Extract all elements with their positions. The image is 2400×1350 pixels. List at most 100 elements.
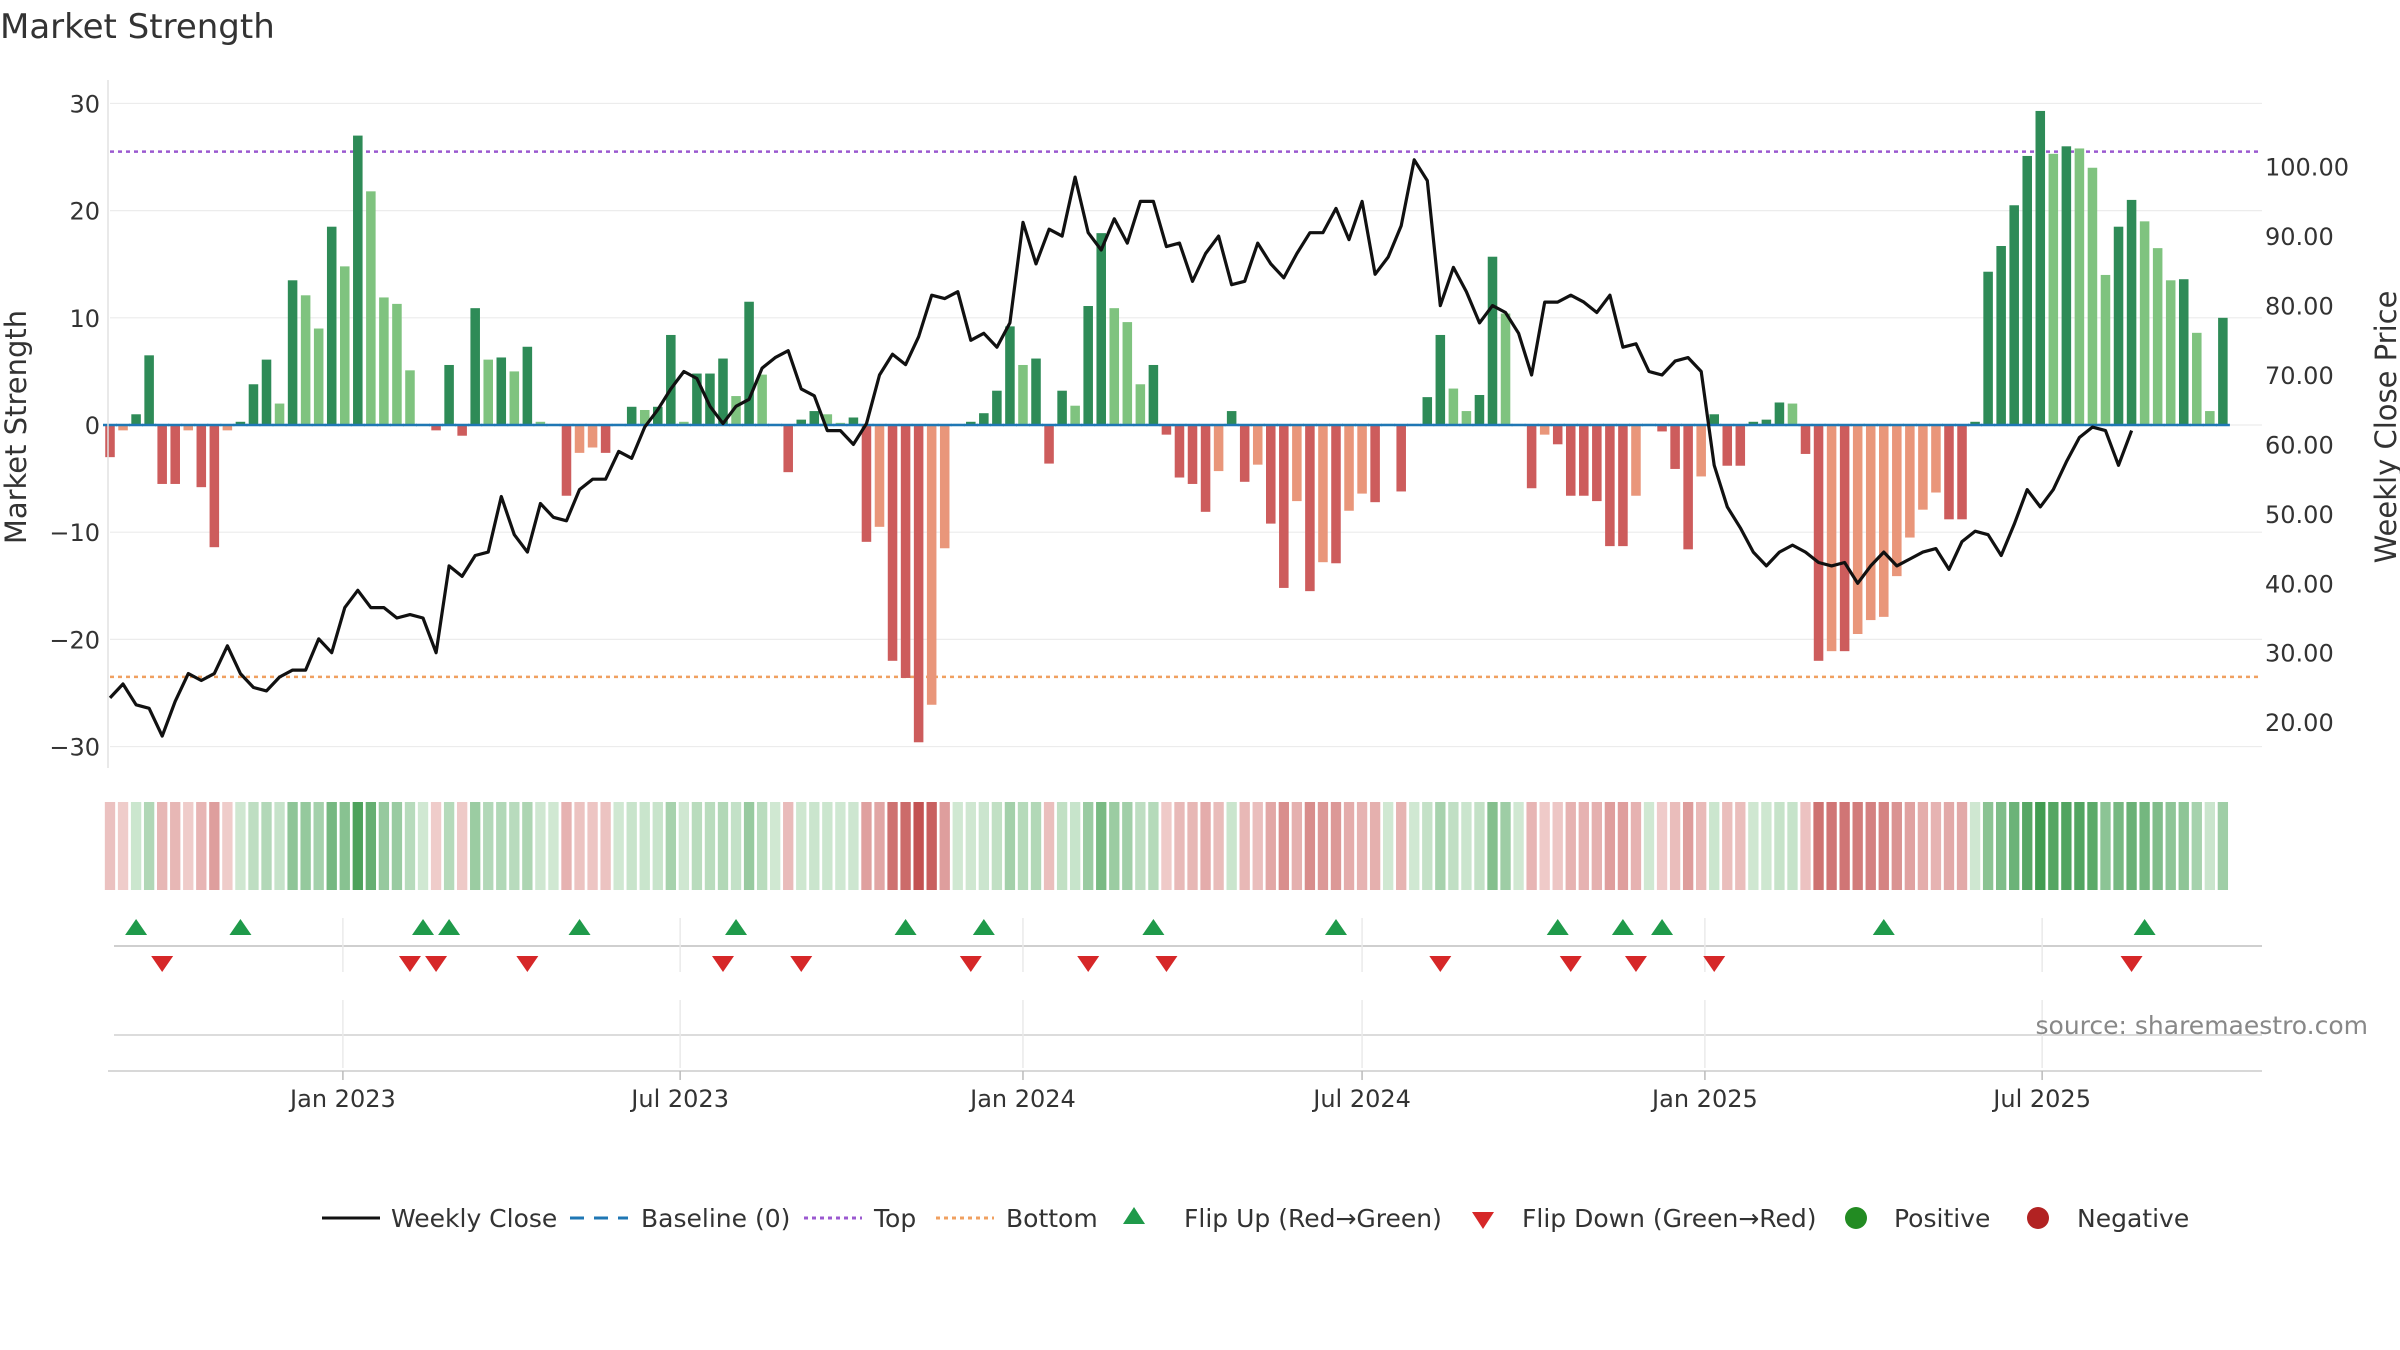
strength-bar (170, 425, 180, 484)
strength-bar (1005, 326, 1015, 425)
heat-cell (209, 802, 220, 890)
heat-cell (1200, 802, 1211, 890)
strength-bar (861, 425, 872, 542)
strength-bar (2152, 248, 2163, 425)
legend-flip-up: Flip Up (Red→Green) (1184, 1204, 1442, 1233)
heat-cell (1578, 802, 1589, 890)
strength-bar (1761, 419, 1772, 425)
flip-up-marker (894, 919, 917, 935)
strength-bar (1996, 245, 2006, 425)
heat-cell (313, 802, 324, 890)
strength-bar (509, 371, 520, 425)
strength-bar (379, 297, 389, 425)
strength-bar (1800, 425, 1811, 454)
heat-cell (196, 802, 207, 890)
heat-cell (978, 802, 990, 890)
strength-bar (1565, 425, 1576, 496)
strength-bar (405, 370, 415, 425)
strength-bar (1461, 411, 1472, 425)
heat-cell (1382, 802, 1394, 890)
legend-negative: Negative (2077, 1204, 2189, 1233)
y-right-tick-label: 60.00 (2265, 431, 2334, 459)
strength-bar (809, 411, 820, 425)
x-tick-label: Jul 2025 (1991, 1085, 2091, 1113)
heat-cell (430, 802, 442, 890)
strength-heat-strip (104, 802, 2229, 890)
heat-cell (2178, 802, 2189, 890)
legend-bottom: Bottom (1006, 1204, 1098, 1233)
reference-lines (110, 150, 2262, 679)
heat-cell (626, 802, 637, 890)
heat-cell (1330, 802, 1342, 890)
strength-bar (1266, 425, 1276, 524)
strength-bar (666, 334, 676, 425)
strength-bar (1657, 425, 1667, 432)
x-tick-label: Jan 2023 (288, 1085, 396, 1113)
heat-cell (1096, 802, 1107, 890)
heat-cell (339, 802, 350, 890)
strength-bar (1683, 425, 1693, 550)
strength-bar (1435, 334, 1446, 425)
strength-bar (2087, 167, 2098, 425)
heat-cell (743, 802, 755, 890)
strength-bar (1826, 425, 1837, 652)
weekly-close-series (108, 158, 2134, 738)
flip-down-marker (711, 956, 734, 972)
flip-up-marker (1611, 919, 1634, 935)
flip-markers-panel (114, 918, 2262, 1068)
heat-cell (1735, 802, 1746, 890)
strength-bar (1096, 233, 1106, 425)
heat-cell (1109, 802, 1120, 890)
heat-cell (1226, 802, 1237, 890)
strength-bar (1670, 425, 1680, 469)
heat-cell (1956, 802, 1968, 890)
heat-cell (509, 802, 520, 890)
heat-cell (1083, 802, 1094, 890)
heat-cell (769, 802, 781, 890)
heat-cell (1030, 802, 1042, 890)
heat-cell (1148, 802, 1159, 890)
strength-bar (2126, 199, 2137, 425)
flip-down-marker (959, 956, 982, 972)
y-right-tick-label: 70.00 (2265, 362, 2334, 390)
heat-cell (1513, 802, 1524, 890)
strength-bar (1161, 425, 1172, 435)
strength-bar (653, 406, 663, 425)
heat-cell (861, 802, 872, 890)
strength-bar (1879, 425, 1889, 617)
strength-bar (913, 425, 924, 743)
heat-cell (300, 802, 311, 890)
heat-cell (1500, 802, 1511, 890)
heat-cell (274, 802, 285, 890)
legend-flip-down: Flip Down (Green→Red) (1522, 1204, 1817, 1233)
strength-bar (757, 374, 767, 425)
heat-cell (1813, 802, 1824, 890)
heat-cell (900, 802, 911, 890)
heat-cell (1891, 802, 1902, 890)
strength-bar (522, 346, 533, 425)
flip-up-marker (1546, 919, 1569, 935)
heat-cell (600, 802, 611, 890)
heat-cell (887, 802, 898, 890)
y-left-tick-label: −30 (49, 734, 100, 762)
heat-cell (587, 802, 598, 890)
heat-cell (1930, 802, 1942, 890)
strength-bar (118, 425, 128, 431)
heat-cell (391, 802, 403, 890)
legend-flip-up-icon (1123, 1207, 1145, 1224)
strength-bar (2205, 411, 2215, 425)
strength-bar (1722, 425, 1733, 466)
strength-bar (274, 403, 285, 425)
strength-bar (496, 357, 507, 425)
heat-cell (809, 802, 820, 890)
heat-cell (704, 802, 716, 890)
heat-cell (1239, 802, 1250, 890)
heat-cell (1461, 802, 1472, 890)
heat-cell (665, 802, 676, 890)
strength-bar (783, 425, 793, 473)
strength-bar (848, 417, 859, 425)
strength-bar (1957, 425, 1967, 520)
strength-bar (1031, 358, 1041, 425)
strength-bar (1735, 425, 1746, 466)
